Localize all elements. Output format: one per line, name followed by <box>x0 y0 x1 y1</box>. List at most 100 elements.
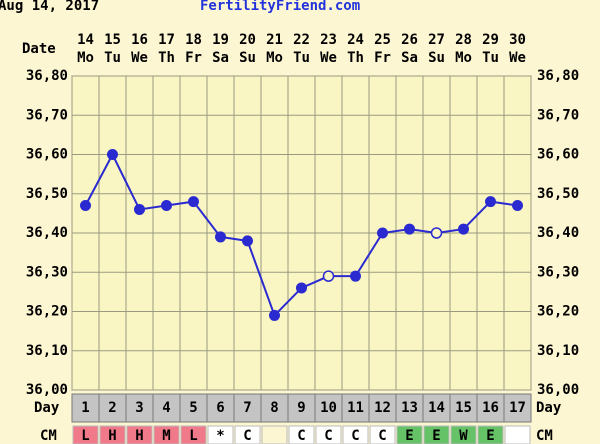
temp-point <box>269 309 280 321</box>
weekday-label: We <box>509 50 526 66</box>
cm-cell <box>180 425 207 444</box>
temp-point <box>242 235 253 247</box>
cm-value: C <box>378 428 386 444</box>
temp-point <box>322 270 335 282</box>
y-tick-label-right: 36,30 <box>537 264 579 280</box>
weekday-label: Fr <box>374 50 391 66</box>
date-label: 19 <box>212 32 229 48</box>
weekday-label: Fr <box>185 50 202 66</box>
cm-cell <box>477 425 504 444</box>
date-label: 21 <box>266 32 283 48</box>
day-label: Day <box>34 400 60 416</box>
y-tick-label-right: 36,20 <box>537 304 579 320</box>
cm-cell <box>99 425 126 444</box>
date-label: 26 <box>401 32 418 48</box>
temp-point <box>350 270 361 282</box>
x-tick-label: 7 <box>243 400 251 416</box>
y-tick-label: 36,80 <box>26 68 68 84</box>
weekday-label: Tu <box>293 50 310 66</box>
weekday-label: We <box>320 50 337 66</box>
temp-point <box>512 200 523 212</box>
date-label: 20 <box>239 32 256 48</box>
cm-value: C <box>324 428 332 444</box>
cm-cell <box>207 425 234 444</box>
cm-cell <box>261 425 288 444</box>
day-label-right: Day <box>536 400 562 416</box>
cm-value: H <box>135 428 143 444</box>
temp-point <box>215 231 226 243</box>
y-tick-label-right: 36,10 <box>537 343 579 359</box>
header-date: Aug 14, 2017 <box>0 0 99 14</box>
y-tick-label-right: 36,00 <box>537 382 579 398</box>
x-tick-label: 17 <box>509 400 526 416</box>
weekday-label: Su <box>239 50 256 66</box>
weekday-label: Sa <box>401 50 418 66</box>
x-tick-label: 6 <box>216 400 224 416</box>
y-tick-label: 36,30 <box>26 264 68 280</box>
weekday-label: Mo <box>455 50 472 66</box>
cm-value: M <box>162 428 170 444</box>
date-label: 30 <box>509 32 526 48</box>
cm-value: E <box>432 428 440 444</box>
temp-point <box>107 149 118 160</box>
date-label: 17 <box>158 32 175 48</box>
x-tick-label: 2 <box>108 400 116 416</box>
x-tick-label: 16 <box>482 400 499 416</box>
cm-cell <box>423 425 450 444</box>
temp-point <box>485 196 496 208</box>
date-label: 15 <box>104 32 121 48</box>
weekday-label: Su <box>428 50 445 66</box>
cm-label-right: CM <box>536 428 553 444</box>
y-tick-label: 36,60 <box>26 147 68 163</box>
cm-cell <box>396 425 423 444</box>
date-label: Date <box>22 41 56 57</box>
temp-point <box>80 200 91 212</box>
date-label: 16 <box>131 32 148 48</box>
day-row <box>71 393 532 423</box>
date-label: 24 <box>347 32 364 48</box>
y-tick-label: 36,70 <box>26 107 68 123</box>
x-tick-label: 10 <box>320 400 337 416</box>
weekday-label: Tu <box>482 50 499 66</box>
cm-cell <box>153 425 180 444</box>
x-tick-label: 9 <box>297 400 305 416</box>
x-tick-label: 4 <box>162 400 170 416</box>
temp-point <box>161 200 172 212</box>
temp-point <box>188 196 199 208</box>
cm-value: C <box>297 428 305 444</box>
cm-value: L <box>189 428 197 444</box>
cm-cell <box>234 425 261 444</box>
weekday-label: Tu <box>104 50 121 66</box>
y-tick-label: 36,10 <box>26 343 68 359</box>
cm-cell <box>342 425 369 444</box>
x-tick-label: 11 <box>347 400 364 416</box>
cm-value: W <box>459 428 468 444</box>
weekday-label: Sa <box>212 50 229 66</box>
y-tick-label: 36,20 <box>26 304 68 320</box>
x-tick-label: 5 <box>189 400 197 416</box>
cm-label: CM <box>40 428 57 444</box>
weekday-label: Mo <box>266 50 283 66</box>
cm-cell <box>288 425 315 444</box>
date-label: 25 <box>374 32 391 48</box>
cm-value: E <box>405 428 413 444</box>
temp-point <box>458 223 469 235</box>
temp-point <box>430 227 443 239</box>
cm-value: H <box>108 428 116 444</box>
x-tick-label: 15 <box>455 400 472 416</box>
x-tick-label: 1 <box>81 400 89 416</box>
cm-cell <box>315 425 342 444</box>
y-tick-label-right: 36,60 <box>537 147 579 163</box>
y-tick-label-right: 36,80 <box>537 68 579 84</box>
cm-value: * <box>216 428 224 444</box>
date-label: 27 <box>428 32 445 48</box>
temp-point <box>134 203 145 215</box>
cm-value: L <box>81 428 89 444</box>
temp-point <box>377 227 388 239</box>
site-name: FertilityFriend.com <box>200 0 360 14</box>
weekday-label: We <box>131 50 148 66</box>
x-tick-label: 3 <box>135 400 143 416</box>
date-label: 18 <box>185 32 202 48</box>
date-label: 28 <box>455 32 472 48</box>
y-tick-label: 36,00 <box>26 382 68 398</box>
